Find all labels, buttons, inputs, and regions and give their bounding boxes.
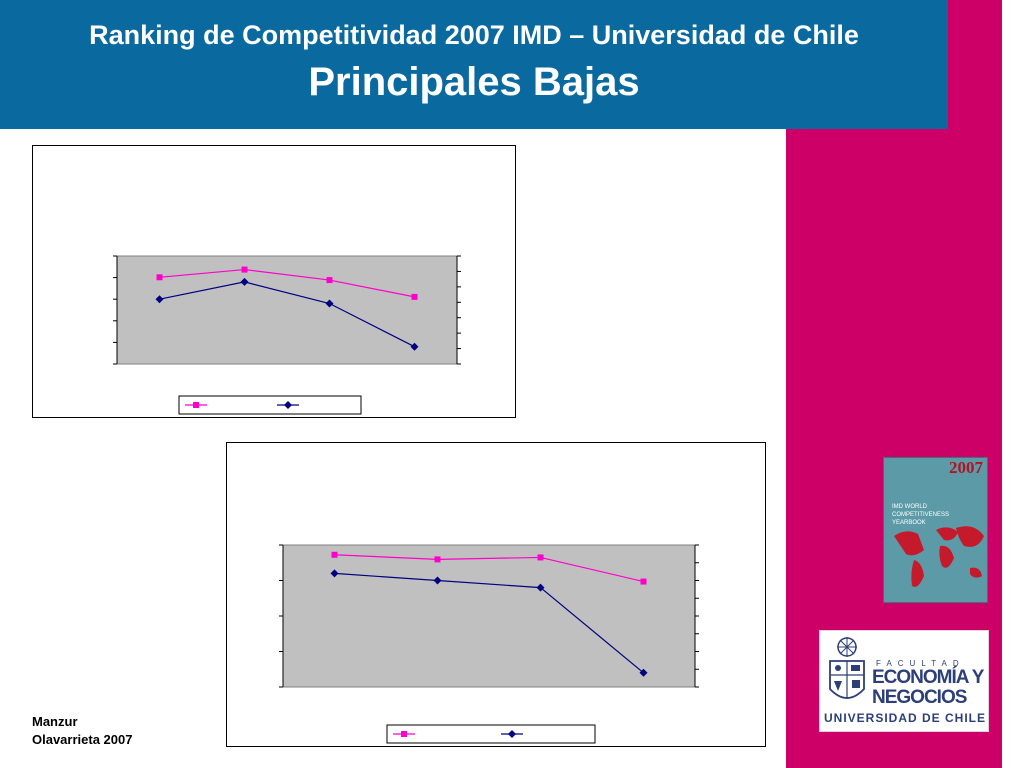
legend-marker-diamond bbox=[508, 730, 516, 738]
faculty-logo: FACULTAD ECONOMÍA Y NEGOCIOS UNIVERSIDAD… bbox=[819, 630, 989, 732]
slide-header: Ranking de Competitividad 2007 IMD – Uni… bbox=[0, 0, 948, 129]
yearbook-title: IMD WORLD COMPETITIVENESS YEARBOOK bbox=[892, 504, 950, 526]
ranking-point bbox=[240, 277, 249, 286]
legend-marker-square bbox=[193, 402, 199, 408]
legend-marker-square bbox=[401, 731, 407, 737]
series-line-ranking bbox=[159, 281, 415, 348]
logo-line2: NEGOCIOS bbox=[872, 687, 967, 708]
logo-line3: UNIVERSIDAD DE CHILE bbox=[824, 711, 987, 725]
series-line-nota bbox=[159, 268, 415, 298]
nota-point bbox=[241, 266, 248, 273]
legend-marker-diamond bbox=[284, 401, 292, 409]
nota-point bbox=[326, 277, 333, 284]
ranking-point bbox=[536, 583, 545, 592]
ranking-point bbox=[639, 668, 648, 677]
world-map-icon bbox=[894, 526, 984, 587]
author-credit: Manzur Olavarrieta 2007 bbox=[32, 713, 132, 749]
yearbook-cover-image: 2007 IMD WORLD COMPETITIVENESS YEARBOOK bbox=[883, 457, 988, 603]
chart-politicas-svg bbox=[279, 544, 699, 744]
logo-faculty: FACULTAD bbox=[876, 659, 965, 668]
chart-partidos-svg bbox=[113, 255, 461, 415]
ranking-point bbox=[330, 569, 339, 578]
yearbook-year: 2007 bbox=[949, 458, 983, 477]
ranking-point bbox=[410, 342, 419, 351]
nota-point bbox=[156, 274, 163, 281]
ranking-point bbox=[433, 576, 442, 585]
series-line-nota bbox=[334, 554, 644, 583]
slide-title: Ranking de Competitividad 2007 IMD – Uni… bbox=[89, 20, 859, 50]
author-name: Manzur bbox=[32, 714, 78, 729]
author-year: Olavarrieta 2007 bbox=[32, 732, 133, 747]
nota-point bbox=[537, 554, 544, 561]
chart-politicas-gobierno bbox=[226, 442, 766, 747]
legend-box bbox=[386, 724, 596, 744]
ranking-point bbox=[155, 295, 164, 304]
logo-line1: ECONOMÍA Y bbox=[872, 667, 984, 688]
plot-area bbox=[282, 544, 696, 688]
nota-point bbox=[411, 293, 418, 300]
accent-band-top bbox=[948, 0, 1002, 129]
chart-partidos-politicos bbox=[32, 145, 516, 418]
ranking-point bbox=[325, 299, 334, 308]
nota-point bbox=[331, 551, 338, 558]
plot-area bbox=[116, 255, 458, 365]
slide-subtitle: Principales Bajas bbox=[308, 60, 640, 104]
nota-point bbox=[434, 556, 441, 563]
university-crest-icon bbox=[829, 637, 865, 699]
legend-box bbox=[178, 395, 362, 415]
series-line-ranking bbox=[334, 572, 644, 674]
nota-point bbox=[640, 578, 647, 585]
